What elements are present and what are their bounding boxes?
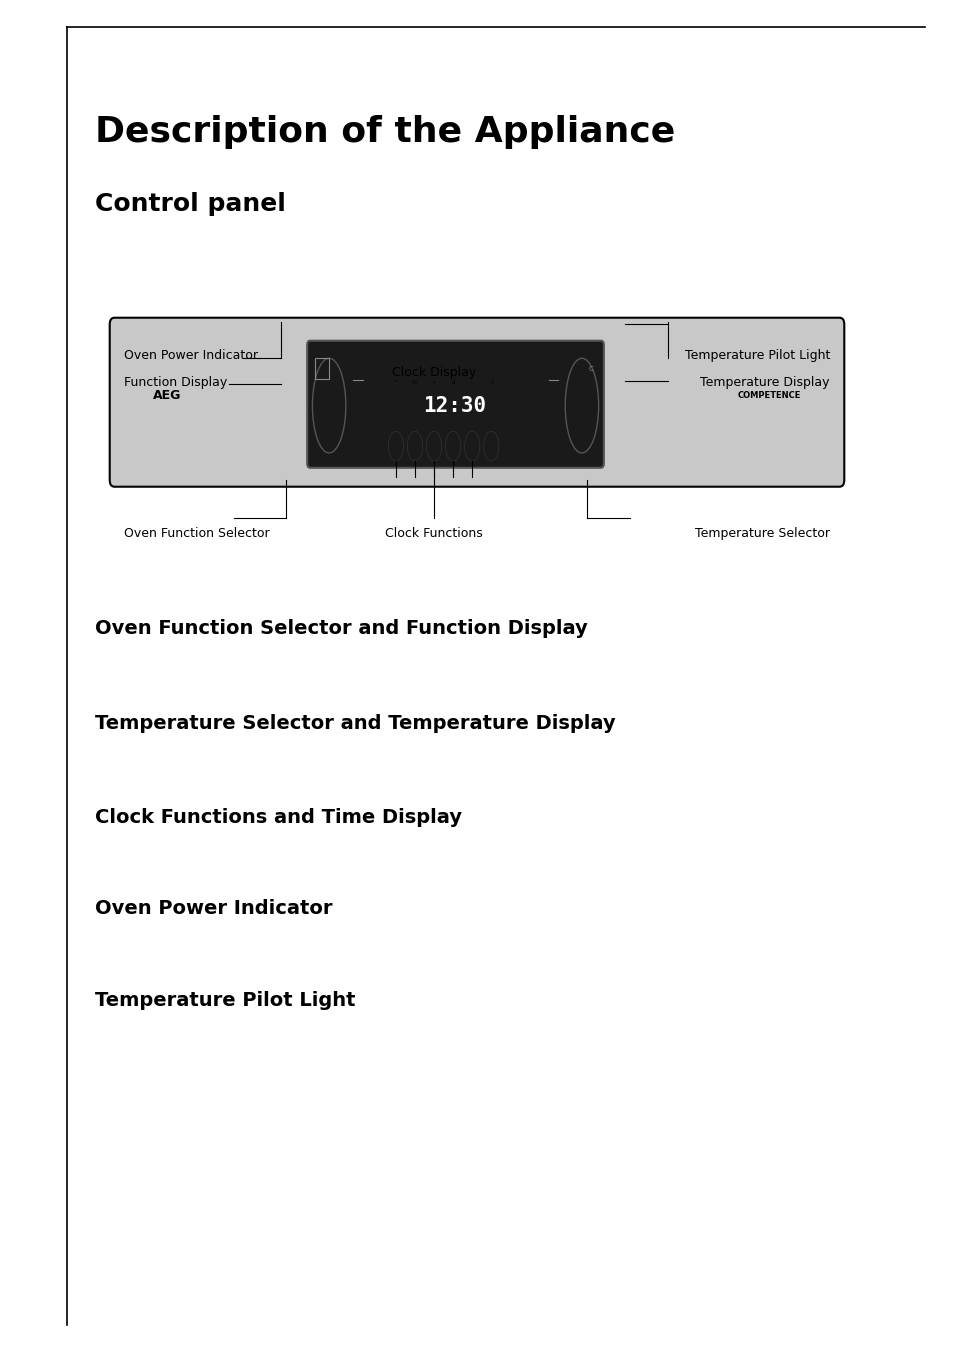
Ellipse shape — [464, 431, 479, 461]
FancyBboxPatch shape — [307, 341, 603, 468]
Text: Clock Functions: Clock Functions — [385, 527, 482, 541]
Text: 8: 8 — [451, 380, 455, 385]
Text: Oven Power Indicator: Oven Power Indicator — [124, 349, 257, 362]
Text: Temperature Pilot Light: Temperature Pilot Light — [95, 991, 355, 1010]
Text: Temperature Display: Temperature Display — [700, 376, 829, 389]
Ellipse shape — [407, 431, 422, 461]
Text: *: * — [433, 380, 435, 385]
Text: Clock Display: Clock Display — [392, 365, 476, 379]
Text: ^: ^ — [394, 380, 397, 385]
Ellipse shape — [312, 358, 345, 453]
FancyBboxPatch shape — [110, 318, 843, 487]
Text: |<: |< — [412, 380, 417, 385]
Ellipse shape — [564, 358, 598, 453]
Ellipse shape — [426, 431, 441, 461]
Ellipse shape — [445, 431, 460, 461]
Text: Clock Functions and Time Display: Clock Functions and Time Display — [95, 808, 462, 827]
Bar — [314, 358, 329, 379]
Text: +: + — [489, 380, 493, 385]
Text: Description of the Appliance: Description of the Appliance — [95, 115, 675, 149]
Text: C: C — [589, 366, 593, 372]
Ellipse shape — [483, 431, 498, 461]
Text: Oven Power Indicator: Oven Power Indicator — [95, 899, 333, 918]
Text: 12:30: 12:30 — [423, 396, 486, 415]
Text: -: - — [471, 380, 473, 385]
Text: Temperature Pilot Light: Temperature Pilot Light — [684, 349, 829, 362]
Text: Control panel: Control panel — [95, 192, 286, 216]
Text: COMPETENCE: COMPETENCE — [738, 391, 801, 400]
Text: Temperature Selector: Temperature Selector — [694, 527, 829, 541]
Text: Temperature Selector and Temperature Display: Temperature Selector and Temperature Dis… — [95, 714, 616, 733]
Text: Oven Function Selector and Function Display: Oven Function Selector and Function Disp… — [95, 619, 588, 638]
Text: Oven Function Selector: Oven Function Selector — [124, 527, 270, 541]
Ellipse shape — [388, 431, 403, 461]
Text: AEG: AEG — [152, 389, 181, 402]
Text: Function Display: Function Display — [124, 376, 227, 389]
